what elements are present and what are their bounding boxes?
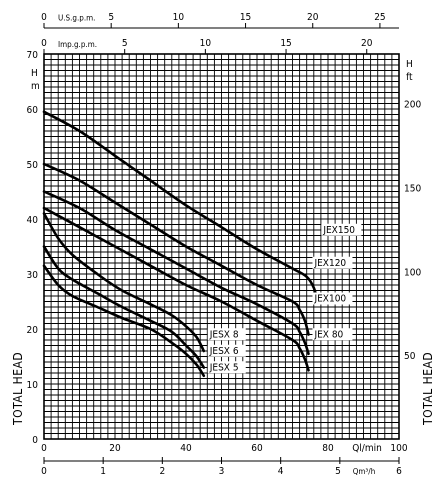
- series-label-jesx8: JESX 8: [209, 329, 239, 340]
- right-tick-label: 200: [404, 100, 421, 111]
- right-tick-label: 150: [404, 184, 421, 195]
- top-axes: 0 5 10 15 20 25 0 5 10 15 20: [41, 12, 399, 54]
- usgpm-tick-label: 10: [173, 12, 185, 23]
- series-label-bg-jex100: [312, 292, 353, 305]
- series-label-bg-jesx5: [207, 361, 246, 374]
- impgpm-axis-label: Imp.g.p.m.: [58, 40, 97, 49]
- x-axis-label: Ql/min: [352, 443, 382, 454]
- curves: [42, 110, 319, 378]
- usgpm-axis-label: U.S.g.p.m.: [58, 14, 95, 23]
- x-tick-label: 40: [180, 443, 192, 454]
- x-tick-label: 80: [322, 443, 334, 454]
- right-unit-h: H: [406, 59, 413, 70]
- curve-jesx5: [42, 264, 206, 378]
- y-tick-label: 70: [27, 50, 39, 61]
- series-label-jex100: JEX100: [313, 294, 346, 305]
- y-tick-label: 60: [27, 105, 39, 116]
- series-label-bg-jesx8: [207, 328, 246, 341]
- series-label-jesx6: JESX 6: [209, 346, 239, 357]
- curve-jex80: [42, 206, 310, 372]
- m3h-tick-label: 4: [278, 466, 284, 477]
- bottom-axes: 0 20 40 60 80 100 Ql/min 0 1 2 3 4 6 5 Qm³/h: [41, 443, 408, 477]
- left-unit-h: H: [31, 68, 38, 79]
- m3h-tick-label: 2: [159, 466, 165, 477]
- curve-jesx8: [42, 212, 206, 353]
- series-label-jex80: JEX 80: [313, 329, 343, 340]
- curve-jex100: [42, 190, 310, 356]
- right-unit-ft: ft: [406, 72, 413, 83]
- usgpm-tick-label: 0: [41, 12, 47, 23]
- impgpm-tick-label: 0: [41, 38, 47, 49]
- m3h-axis-label: Qm³/h: [353, 467, 376, 476]
- left-axis: 0 10 20 30 40 50 60 70: [27, 50, 39, 446]
- m3h-tick-label: 5: [335, 466, 341, 477]
- y-tick-label: 10: [27, 380, 39, 391]
- right-axis-title: TOTAL HEAD: [421, 352, 435, 426]
- curve-jesx6: [42, 245, 206, 369]
- left-axis-title: TOTAL HEAD: [11, 352, 25, 426]
- impgpm-tick-label: 10: [200, 38, 212, 49]
- m3h-tick-label: 1: [100, 466, 106, 477]
- right-tick-label: 100: [404, 267, 421, 278]
- series-label-bg-jesx6: [207, 344, 246, 357]
- right-tick-label: 50: [404, 351, 416, 362]
- y-tick-label: 50: [27, 160, 39, 171]
- x-tick-label: 20: [109, 443, 121, 454]
- curve-jex150: [42, 110, 319, 303]
- x-tick-label: 60: [251, 443, 263, 454]
- y-tick-label: 30: [27, 270, 39, 281]
- y-tick-label: 20: [27, 325, 39, 336]
- right-axis: 50 100 150 200: [404, 100, 421, 362]
- m3h-tick-label: 6: [396, 466, 402, 477]
- series-labels: JEX150 JEX120 JEX100 JEX 80 JESX 8 JESX 6 JESX…: [207, 223, 362, 374]
- impgpm-tick-label: 20: [361, 38, 373, 49]
- left-unit-m: m: [31, 81, 40, 92]
- series-label-jex150: JEX150: [322, 225, 355, 236]
- x-tick-label: 0: [41, 443, 47, 454]
- m3h-tick-label: 0: [41, 466, 47, 477]
- curve-jex120: [42, 162, 310, 336]
- usgpm-tick-label: 15: [240, 12, 251, 23]
- y-tick-label: 0: [32, 435, 38, 446]
- series-label-bg-jex80: [312, 328, 353, 341]
- usgpm-tick-label: 25: [374, 12, 385, 23]
- impgpm-tick-label: 15: [280, 38, 291, 49]
- impgpm-tick-label: 5: [122, 38, 128, 49]
- series-label-bg-jex120: [312, 256, 353, 269]
- series-label-jex120: JEX120: [313, 258, 346, 269]
- x-tick-label: 100: [390, 443, 407, 454]
- usgpm-tick-label: 5: [108, 12, 114, 23]
- m3h-tick-label: 3: [219, 466, 225, 477]
- series-label-bg-jex150: [321, 223, 362, 236]
- y-tick-label: 40: [27, 215, 39, 226]
- series-label-jesx5: JESX 5: [209, 362, 239, 373]
- usgpm-tick-label: 20: [307, 12, 319, 23]
